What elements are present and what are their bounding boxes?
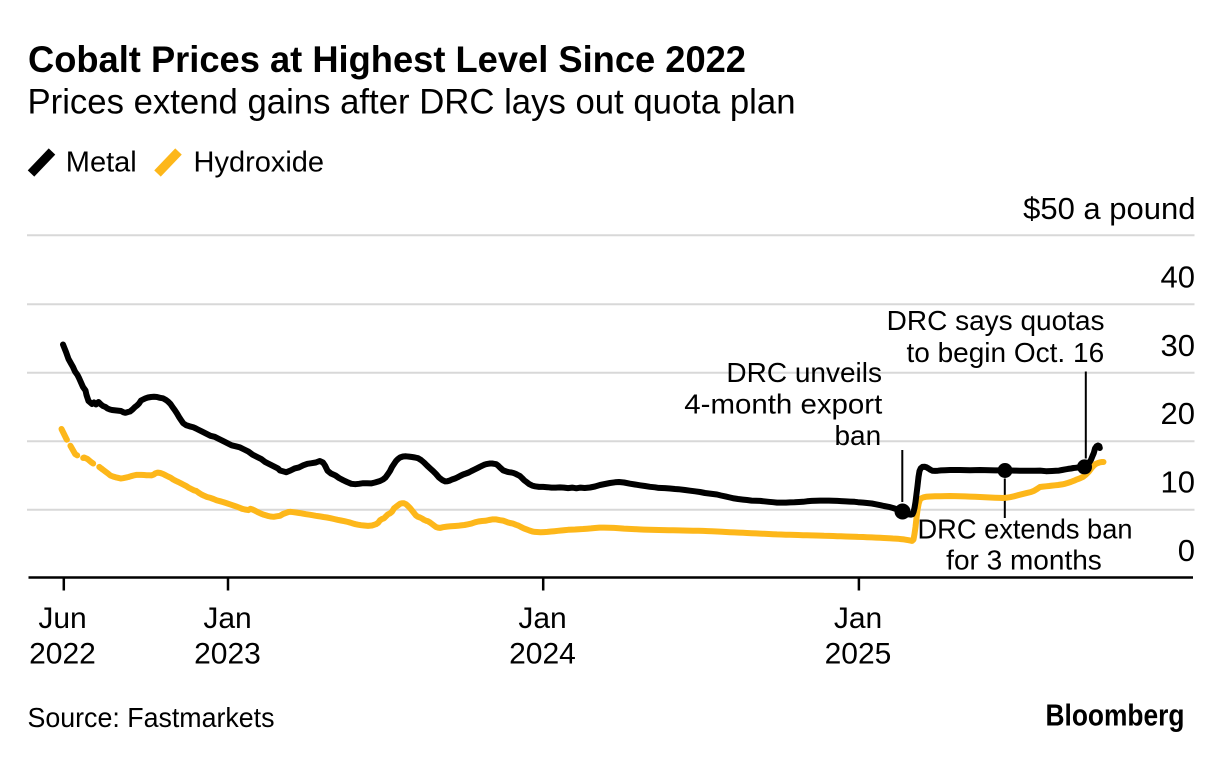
svg-text:2022: 2022 xyxy=(29,638,96,671)
svg-text:2025: 2025 xyxy=(825,638,892,671)
svg-text:Hydroxide: Hydroxide xyxy=(194,147,325,179)
svg-text:for 3 months: for 3 months xyxy=(946,544,1102,575)
svg-text:20: 20 xyxy=(1161,396,1195,431)
svg-text:Jan: Jan xyxy=(203,602,251,635)
svg-text:Prices extend gains after DRC: Prices extend gains after DRC lays out q… xyxy=(28,83,796,122)
svg-text:DRC extends ban: DRC extends ban xyxy=(918,514,1133,545)
svg-text:4-month export: 4-month export xyxy=(684,389,882,420)
svg-text:$50 a pound: $50 a pound xyxy=(1023,191,1195,226)
svg-text:10: 10 xyxy=(1161,465,1195,500)
svg-text:2024: 2024 xyxy=(509,638,576,671)
svg-text:2023: 2023 xyxy=(194,638,261,671)
svg-text:DRC unveils: DRC unveils xyxy=(726,357,882,388)
svg-text:Source: Fastmarkets: Source: Fastmarkets xyxy=(28,702,275,733)
svg-text:Cobalt Prices at Highest Level: Cobalt Prices at Highest Level Since 202… xyxy=(28,39,746,80)
svg-text:Jan: Jan xyxy=(518,602,566,635)
svg-text:to begin Oct. 16: to begin Oct. 16 xyxy=(906,337,1104,368)
svg-text:40: 40 xyxy=(1161,259,1195,294)
svg-text:30: 30 xyxy=(1161,328,1195,363)
svg-text:0: 0 xyxy=(1178,533,1195,568)
svg-text:Metal: Metal xyxy=(66,147,137,179)
svg-text:Jun: Jun xyxy=(38,602,86,635)
svg-text:ban: ban xyxy=(834,420,881,451)
svg-text:Jan: Jan xyxy=(834,602,882,635)
svg-text:Bloomberg: Bloomberg xyxy=(1046,698,1185,733)
svg-text:DRC says quotas: DRC says quotas xyxy=(887,305,1105,336)
